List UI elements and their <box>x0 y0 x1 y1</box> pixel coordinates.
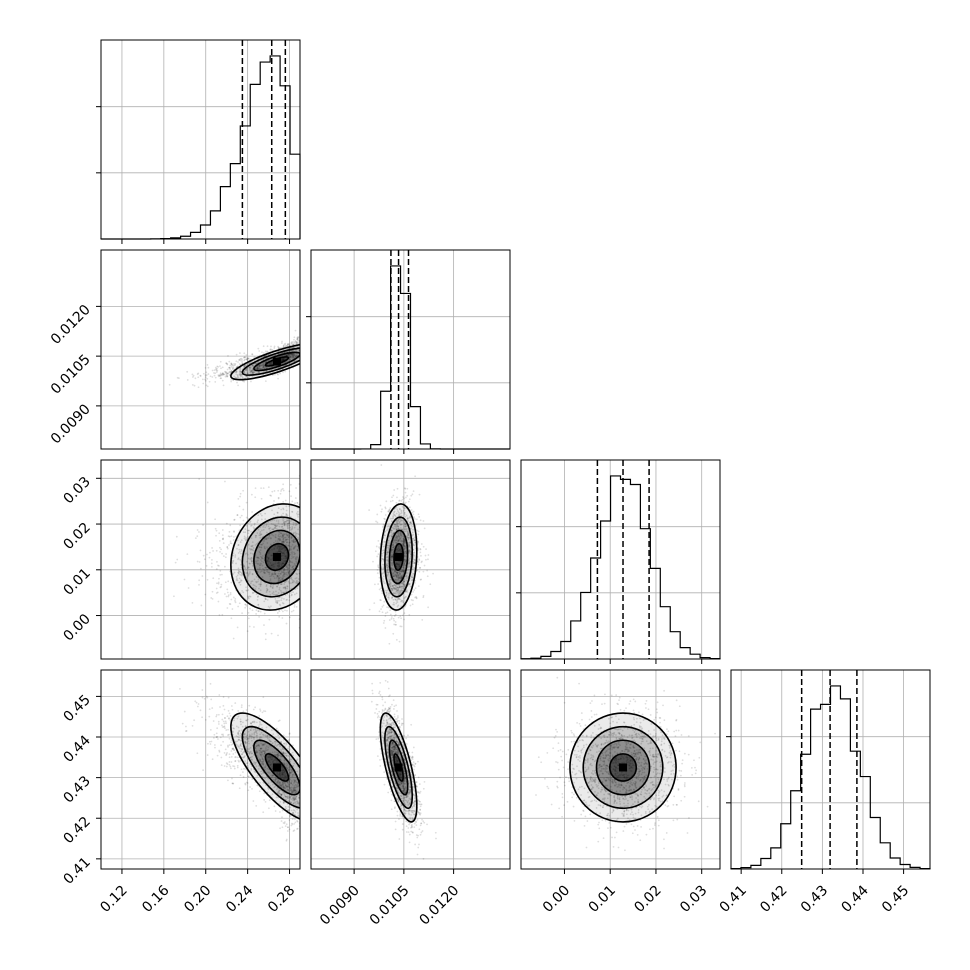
contour-2-1-2 <box>384 516 414 598</box>
contour-1-0-3 <box>230 342 300 381</box>
xtick-label-p2-1: 0.01 <box>586 883 619 916</box>
panel-frame-3-2 <box>520 669 721 870</box>
contour-3-2-1 <box>595 739 651 796</box>
contour-2-0-2 <box>241 516 300 598</box>
contour-3-2-2 <box>582 725 664 810</box>
density-peak-3-1 <box>394 763 403 772</box>
xtick-label-p0-1: 0.16 <box>139 882 172 915</box>
histogram-p3 <box>730 685 931 870</box>
xtick-label-p2-0: 0.00 <box>540 883 573 916</box>
density-peak-3-0 <box>272 763 281 772</box>
contour-2-1-0 <box>393 542 404 572</box>
density-peak-3-2 <box>619 763 628 772</box>
panel-frame-1-0 <box>100 249 301 450</box>
ytick-label-p3-4: 0.45 <box>60 692 93 725</box>
contour-3-0-2 <box>241 725 300 810</box>
histogram-panel-p3 <box>726 669 931 870</box>
density-panel-p0-p3: 0.41 0.42 0.43 0.44 0.45 <box>60 669 301 888</box>
histogram-panel-p0 <box>96 39 301 240</box>
xtick-label-p0-2: 0.20 <box>181 883 214 916</box>
ytick-label-p2-1: 0.01 <box>60 565 93 598</box>
ytick-label-p3-3: 0.44 <box>60 732 93 765</box>
ytick-label-p3-0: 0.41 <box>60 854 93 887</box>
density-peak-1-0 <box>272 357 281 366</box>
hist-frame-p3 <box>730 669 931 870</box>
density-panel-p1-p2 <box>310 459 511 660</box>
contour-3-0-1 <box>253 739 300 796</box>
contour-3-2-0 <box>608 753 638 782</box>
contour-2-1-1 <box>388 529 409 585</box>
density-panel-p0-p2: 0.00 0.01 0.02 0.03 <box>60 459 301 660</box>
xtick-label-p2-2: 0.02 <box>631 883 664 916</box>
contour-2-1-3 <box>379 503 418 611</box>
ytick-label-p1-0: 0.0090 <box>48 401 94 447</box>
xtick-label-p1-1: 0.0105 <box>367 883 413 929</box>
contour-3-1-1 <box>388 739 409 796</box>
panel-frame-2-0 <box>100 459 301 660</box>
density-peak-2-0 <box>272 552 281 561</box>
ytick-label-p2-2: 0.02 <box>60 520 93 553</box>
panel-frame-3-1 <box>310 669 511 870</box>
hist-frame-p2 <box>520 459 721 660</box>
contour-3-1-2 <box>384 725 414 810</box>
xtick-label-p0-4: 0.28 <box>265 883 298 916</box>
histogram-panel-p2 <box>516 459 721 660</box>
xtick-label-p1-0: 0.0090 <box>317 883 363 929</box>
xtick-label-p0-3: 0.24 <box>223 882 256 915</box>
contour-3-1-3 <box>379 712 418 823</box>
xtick-label-p3-4: 0.45 <box>879 883 912 916</box>
xtick-label-p1-2: 0.0120 <box>416 883 462 929</box>
histogram-panel-p1 <box>306 249 511 450</box>
contour-1-0-2 <box>241 346 300 376</box>
xtick-label-p3-2: 0.43 <box>798 883 831 916</box>
histogram-p2 <box>520 475 721 660</box>
density-panel-p1-p3 <box>310 669 511 870</box>
contour-3-0-0 <box>264 753 290 782</box>
density-panel-p2-p3 <box>520 669 721 870</box>
xtick-label-p3-0: 0.41 <box>717 883 750 916</box>
contour-2-0-3 <box>230 503 300 611</box>
xtick-label-p2-3: 0.03 <box>677 883 710 916</box>
scatter-points-3-2 <box>535 676 716 852</box>
xtick-label-p3-1: 0.42 <box>757 883 790 916</box>
panel-frame-3-0 <box>100 669 301 870</box>
ytick-label-p3-1: 0.42 <box>60 814 93 847</box>
ytick-label-p1-2: 0.0120 <box>48 302 94 348</box>
hist-frame-p0 <box>100 39 301 240</box>
hist-frame-p1 <box>310 249 511 450</box>
ytick-label-p2-3: 0.03 <box>60 474 93 507</box>
contour-2-0-1 <box>253 529 300 585</box>
scatter-points-2-0 <box>173 474 300 641</box>
xtick-label-p0-0: 0.12 <box>97 883 130 916</box>
contour-2-0-0 <box>264 542 290 572</box>
ytick-label-p1-1: 0.0105 <box>48 352 94 398</box>
panel-frame-2-1 <box>310 459 511 660</box>
xtick-label-p3-3: 0.44 <box>838 882 871 915</box>
density-peak-2-1 <box>394 552 403 561</box>
ytick-label-p2-0: 0.00 <box>60 611 93 644</box>
contour-3-0-3 <box>230 712 300 823</box>
ytick-label-p3-2: 0.43 <box>60 773 93 806</box>
contour-3-2-3 <box>569 712 677 823</box>
